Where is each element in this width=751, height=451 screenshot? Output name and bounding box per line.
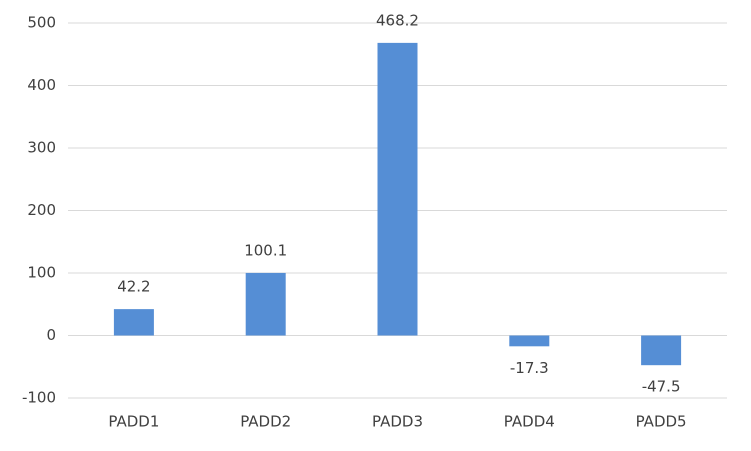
bar	[377, 42, 418, 336]
bar	[641, 335, 682, 366]
y-tick-label: 100	[27, 264, 56, 282]
data-label: -17.3	[510, 359, 549, 377]
data-label: 100.1	[244, 241, 287, 259]
x-tick-label: PADD1	[108, 413, 159, 431]
bar	[509, 335, 550, 347]
y-tick-label: 200	[27, 201, 56, 219]
y-tick-label: 300	[27, 139, 56, 157]
x-tick-label: PADD3	[372, 413, 423, 431]
data-label: -47.5	[642, 378, 681, 396]
y-tick-label: -100	[22, 389, 56, 407]
y-tick-label: 0	[46, 326, 56, 344]
x-tick-label: PADD4	[504, 413, 555, 431]
x-tick-label: PADD5	[636, 413, 687, 431]
y-tick-label: 500	[27, 14, 56, 32]
data-label: 42.2	[117, 278, 150, 296]
x-tick-label: PADD2	[240, 413, 291, 431]
data-label: 468.2	[376, 11, 419, 29]
bar	[113, 309, 154, 336]
y-tick-label: 400	[27, 76, 56, 94]
bar	[245, 272, 286, 336]
